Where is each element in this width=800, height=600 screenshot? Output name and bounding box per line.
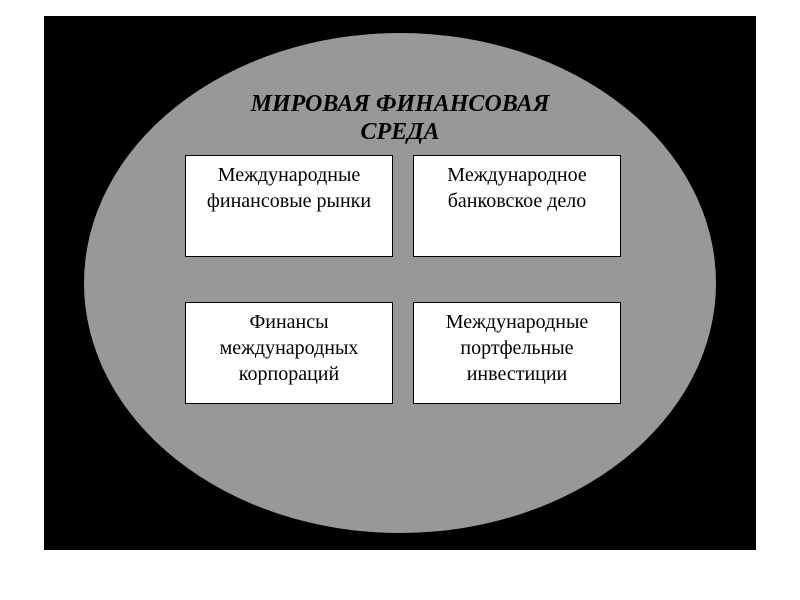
box-label: Международное банковское дело (414, 162, 620, 214)
diagram-title: МИРОВАЯ ФИНАНСОВАЯ СРЕДА (224, 90, 576, 146)
box-bottom-left: Финансы международных корпораций (185, 302, 393, 404)
box-label: Международные финансовые рынки (186, 162, 392, 214)
box-top-right: Международное банковское дело (413, 155, 621, 257)
box-bottom-right: Международные портфельные инвестиции (413, 302, 621, 404)
box-top-left: Международные финансовые рынки (185, 155, 393, 257)
box-label: Финансы международных корпораций (186, 309, 392, 387)
box-label: Международные портфельные инвестиции (414, 309, 620, 387)
